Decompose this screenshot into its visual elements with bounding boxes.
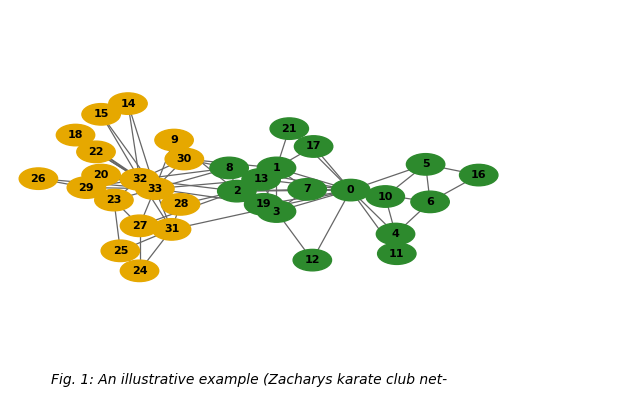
Circle shape <box>165 148 204 170</box>
Circle shape <box>120 215 159 237</box>
Circle shape <box>152 219 191 240</box>
Circle shape <box>155 129 193 151</box>
Text: 0: 0 <box>347 185 355 195</box>
Text: 21: 21 <box>282 123 297 134</box>
Circle shape <box>161 194 200 215</box>
Text: 14: 14 <box>120 98 136 109</box>
Text: 22: 22 <box>88 147 104 157</box>
Text: 10: 10 <box>378 191 393 202</box>
Circle shape <box>82 104 120 125</box>
Circle shape <box>244 194 283 215</box>
Text: 4: 4 <box>392 229 399 239</box>
Circle shape <box>82 164 120 186</box>
Circle shape <box>294 136 333 157</box>
Circle shape <box>460 164 498 186</box>
Circle shape <box>257 201 296 222</box>
Circle shape <box>77 141 115 163</box>
Circle shape <box>95 189 133 211</box>
Text: 24: 24 <box>132 266 147 276</box>
Circle shape <box>67 177 106 198</box>
Circle shape <box>411 191 449 213</box>
Text: 32: 32 <box>132 174 147 184</box>
Text: 12: 12 <box>305 255 320 265</box>
Circle shape <box>101 240 140 262</box>
Text: 29: 29 <box>79 183 94 193</box>
Text: 3: 3 <box>273 206 280 216</box>
Text: 9: 9 <box>170 135 178 145</box>
Circle shape <box>288 179 326 200</box>
Circle shape <box>366 186 404 207</box>
Circle shape <box>56 124 95 146</box>
Text: 25: 25 <box>113 246 128 256</box>
Text: 2: 2 <box>233 186 241 196</box>
Text: 7: 7 <box>303 184 311 195</box>
Text: 31: 31 <box>164 224 179 234</box>
Circle shape <box>120 169 159 190</box>
Text: 11: 11 <box>389 249 404 259</box>
Text: 18: 18 <box>68 130 83 140</box>
Text: 8: 8 <box>225 163 233 173</box>
Text: 27: 27 <box>132 221 147 231</box>
Text: 16: 16 <box>471 170 486 180</box>
Text: 17: 17 <box>306 141 321 152</box>
Circle shape <box>332 179 370 201</box>
Text: 26: 26 <box>31 173 46 184</box>
Circle shape <box>19 168 58 189</box>
Circle shape <box>210 157 248 179</box>
Circle shape <box>120 260 159 281</box>
Text: 13: 13 <box>253 174 269 184</box>
Circle shape <box>293 249 332 271</box>
Circle shape <box>378 243 416 264</box>
Circle shape <box>136 178 174 199</box>
Text: 1: 1 <box>273 163 280 173</box>
Circle shape <box>270 118 308 139</box>
Text: 6: 6 <box>426 197 434 207</box>
Text: 30: 30 <box>177 154 192 164</box>
Text: 23: 23 <box>106 195 122 205</box>
Circle shape <box>257 157 296 179</box>
Circle shape <box>406 154 445 175</box>
Circle shape <box>109 93 147 114</box>
Circle shape <box>376 223 415 245</box>
Text: 33: 33 <box>147 184 163 194</box>
Text: 5: 5 <box>422 159 429 170</box>
Text: Fig. 1: An illustrative example (Zacharys karate club net-: Fig. 1: An illustrative example (Zachary… <box>51 373 447 387</box>
Circle shape <box>218 180 256 202</box>
Text: 19: 19 <box>256 199 271 209</box>
Text: 28: 28 <box>173 199 188 209</box>
Text: 15: 15 <box>93 109 109 119</box>
Circle shape <box>242 169 280 190</box>
Text: 20: 20 <box>93 170 109 180</box>
